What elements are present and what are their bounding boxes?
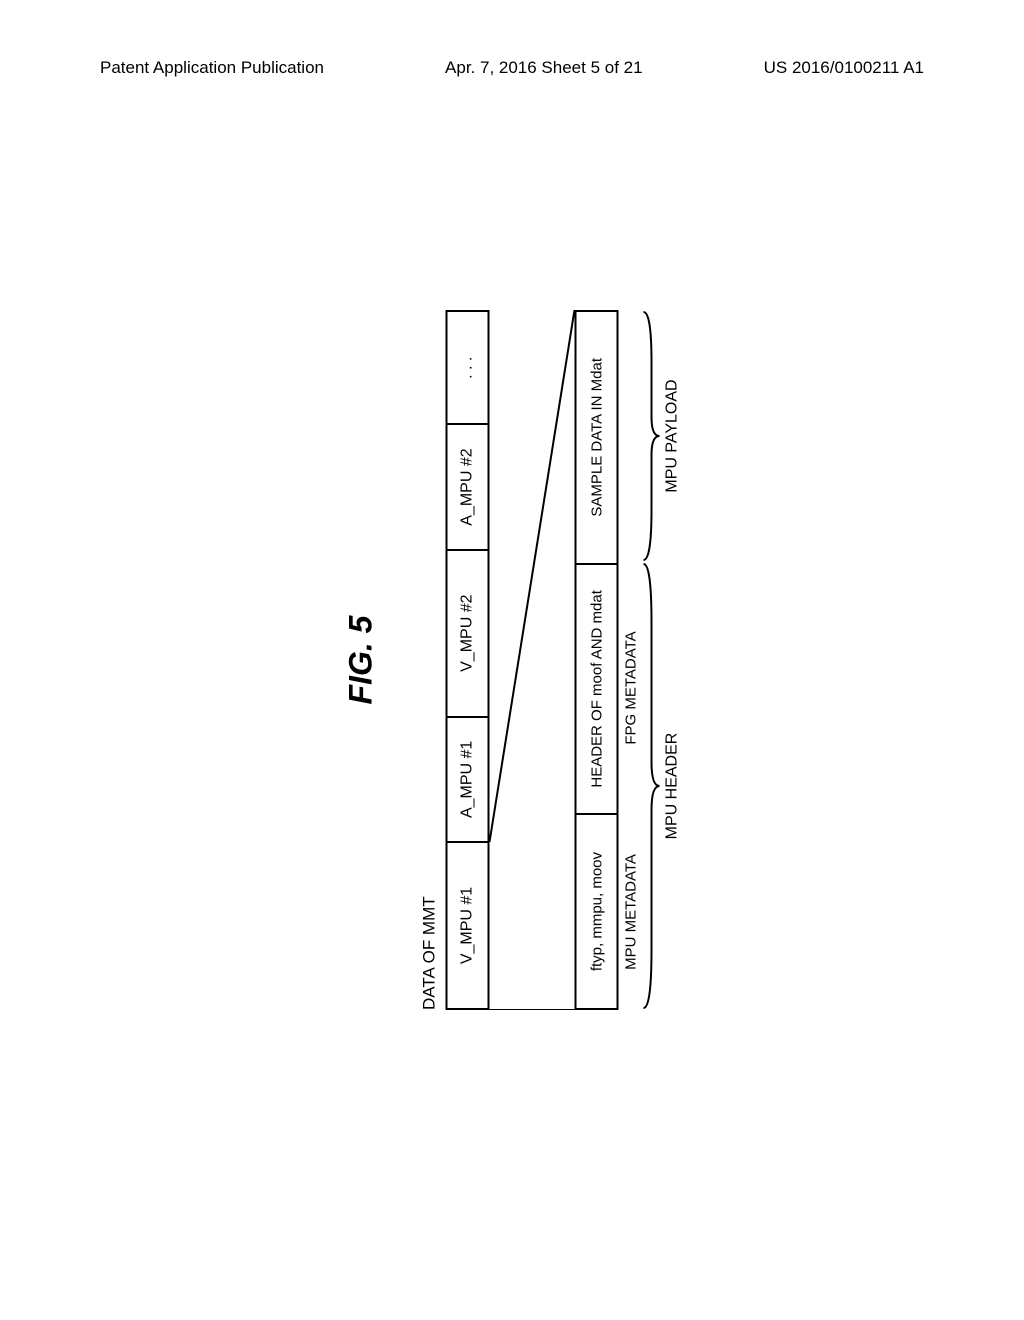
page-header: Patent Application Publication Apr. 7, 2…: [0, 58, 1024, 78]
figure-title: FIG. 5: [343, 310, 380, 1010]
cell-header-moof: HEADER OF moof AND mdat: [577, 563, 617, 814]
header-left: Patent Application Publication: [100, 58, 324, 78]
header-center: Apr. 7, 2016 Sheet 5 of 21: [445, 58, 643, 78]
label-mpu-metadata: MPU METADATA: [623, 814, 640, 1010]
cell-ftyp: ftyp, mmpu, moov: [577, 813, 617, 1008]
cell-a-mpu-2: A_MPU #2: [448, 423, 488, 548]
cell-sample-data: SAMPLE DATA IN Mdat: [577, 312, 617, 563]
label-fpg-metadata: FPG METADATA: [623, 562, 640, 814]
mmt-mpu-row: V_MPU #1 A_MPU #1 V_MPU #2 A_MPU #2 . . …: [446, 310, 490, 1010]
label-empty: [623, 310, 640, 562]
bracket-row: MPU HEADER MPU PAYLOAD: [642, 310, 682, 1010]
header-right: US 2016/0100211 A1: [764, 58, 924, 78]
mpu-structure-row: ftyp, mmpu, moov HEADER OF moof AND mdat…: [575, 310, 619, 1010]
cell-ellipsis: . . .: [448, 312, 488, 423]
label-mpu-payload: MPU PAYLOAD: [664, 310, 682, 562]
metadata-labels-row: MPU METADATA FPG METADATA: [623, 310, 640, 1010]
cell-a-mpu-1: A_MPU #1: [448, 716, 488, 841]
cell-v-mpu-1: V_MPU #1: [448, 841, 488, 1008]
figure: FIG. 5 DATA OF MMT V_MPU #1 A_MPU #1 V_M…: [343, 310, 682, 1010]
cell-v-mpu-2: V_MPU #2: [448, 549, 488, 716]
data-of-mmt-label: DATA OF MMT: [420, 310, 440, 1010]
connector-lines: [490, 310, 575, 1010]
label-mpu-header: MPU HEADER: [664, 562, 682, 1010]
